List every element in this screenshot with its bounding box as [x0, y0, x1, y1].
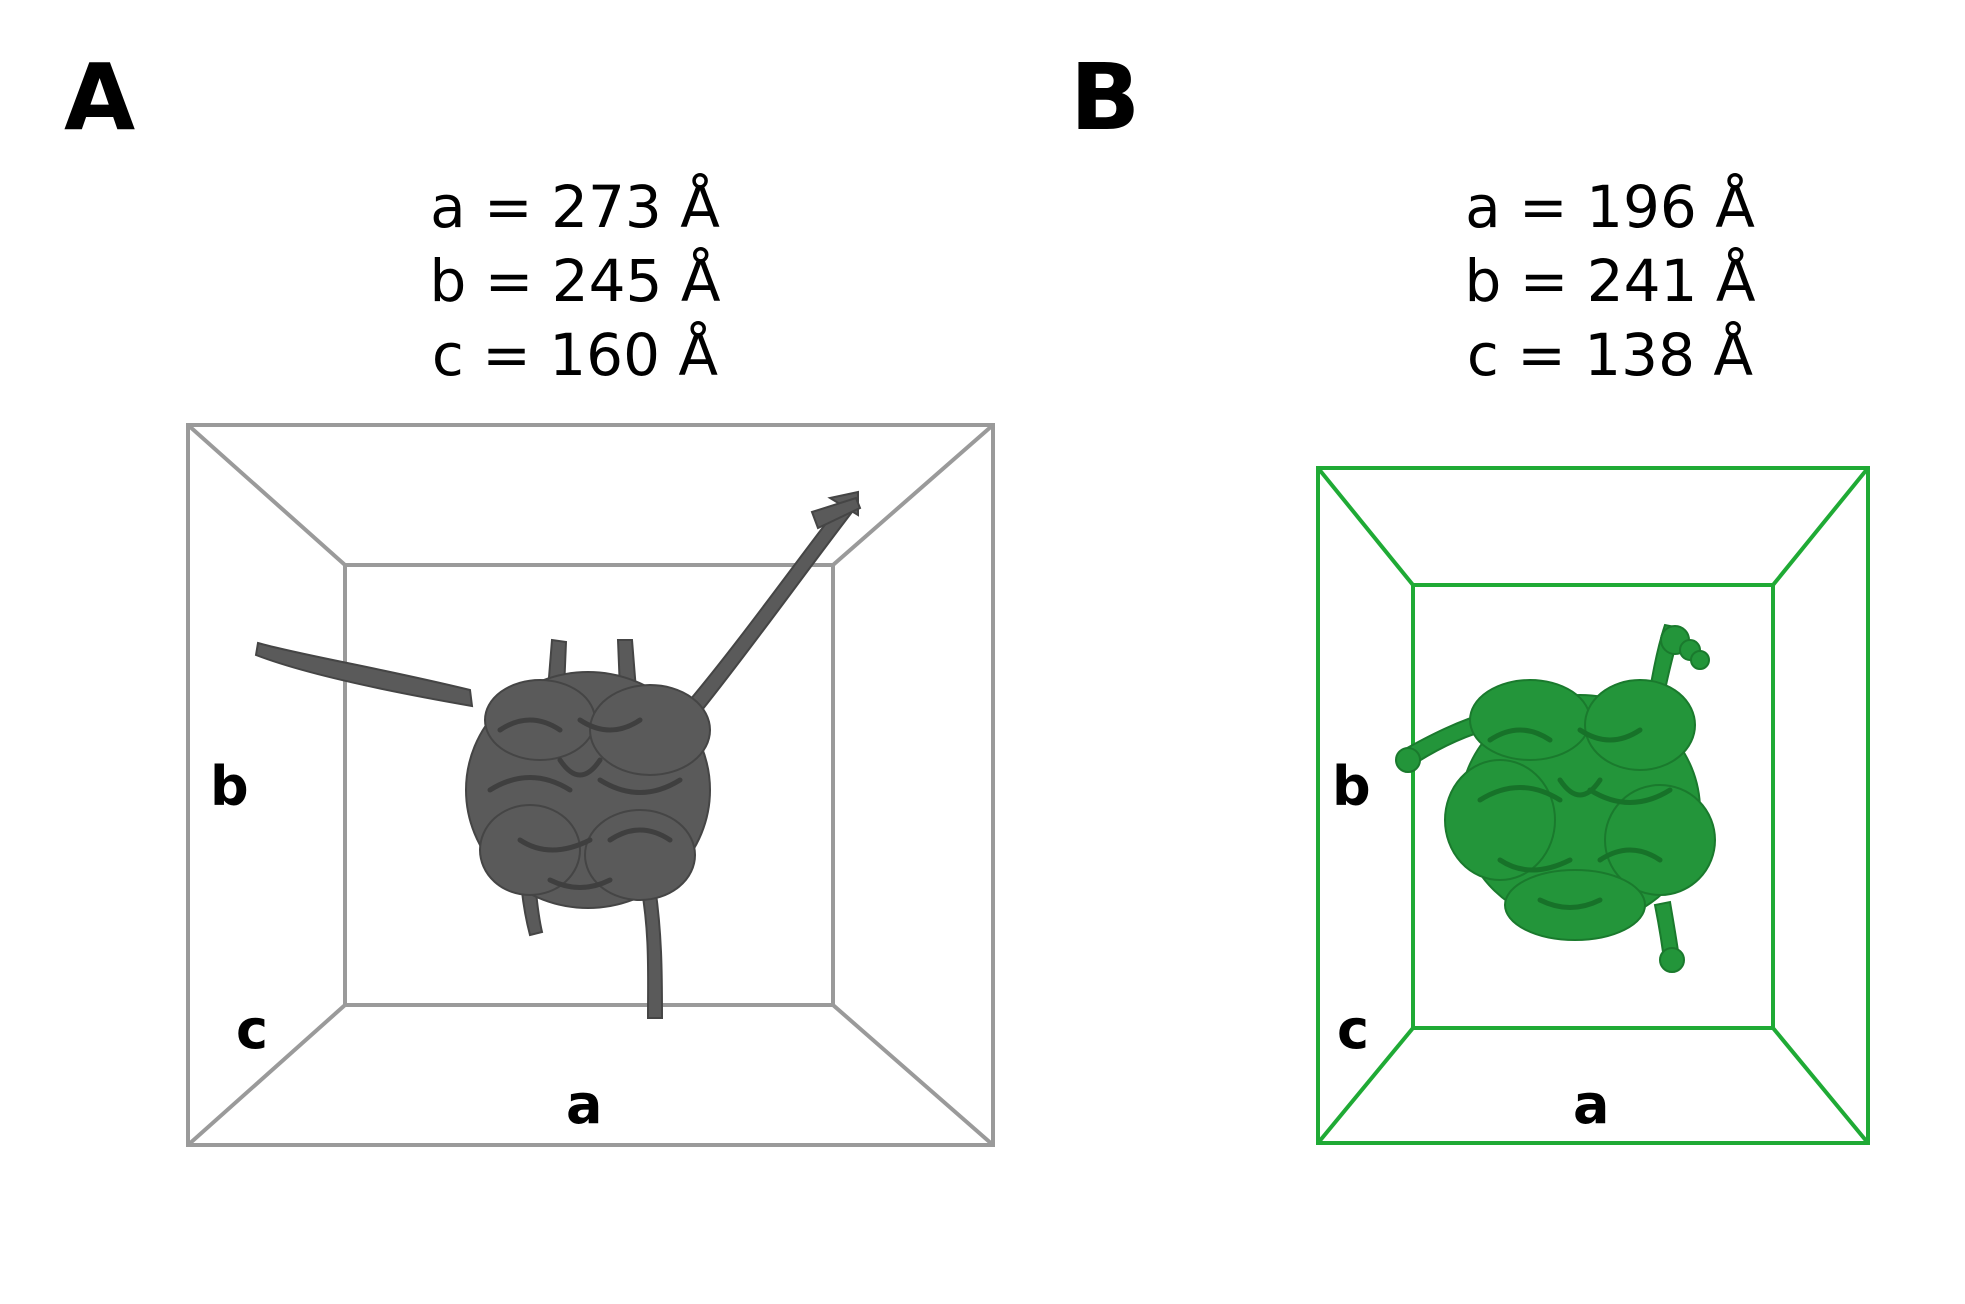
panel-b-dim-b: b = 241 Å	[1464, 247, 1756, 315]
panel-a-letter: A	[64, 44, 136, 151]
panel-a-inner-frame	[343, 563, 835, 1007]
panel-a-axis-a-label: a	[566, 1073, 603, 1136]
panel-a-box	[186, 423, 995, 1147]
panel-b-dimensions: a = 196 Å b = 241 Å c = 138 Å	[1400, 170, 1820, 392]
panel-a-dim-b: b = 245 Å	[429, 247, 721, 315]
panel-b-outer-frame	[1316, 466, 1870, 1145]
panel-b-molecule-image	[1395, 623, 1716, 973]
panel-a-dimensions: a = 273 Å b = 245 Å c = 160 Å	[365, 170, 785, 392]
panel-b-axis-b-label: b	[1332, 755, 1371, 818]
panel-b-dim-a: a = 196 Å	[1465, 173, 1755, 241]
panel-a-dim-a: a = 273 Å	[430, 173, 720, 241]
panel-a-molecule-image	[254, 490, 862, 1019]
panel-b-letter: B	[1070, 44, 1141, 151]
panel-b-inner-frame	[1411, 583, 1775, 1030]
panel-b-dim-c: c = 138 Å	[1466, 321, 1754, 389]
panel-b-axis-c-label: c	[1337, 998, 1370, 1061]
panel-a-outer-frame	[186, 423, 995, 1147]
panel-a-axis-b-label: b	[210, 755, 249, 818]
panel-a-axis-c-label: c	[236, 998, 269, 1061]
panel-a-dim-c: c = 160 Å	[431, 321, 719, 389]
panel-b-axis-a-label: a	[1573, 1073, 1610, 1136]
panel-b-box	[1316, 466, 1870, 1145]
